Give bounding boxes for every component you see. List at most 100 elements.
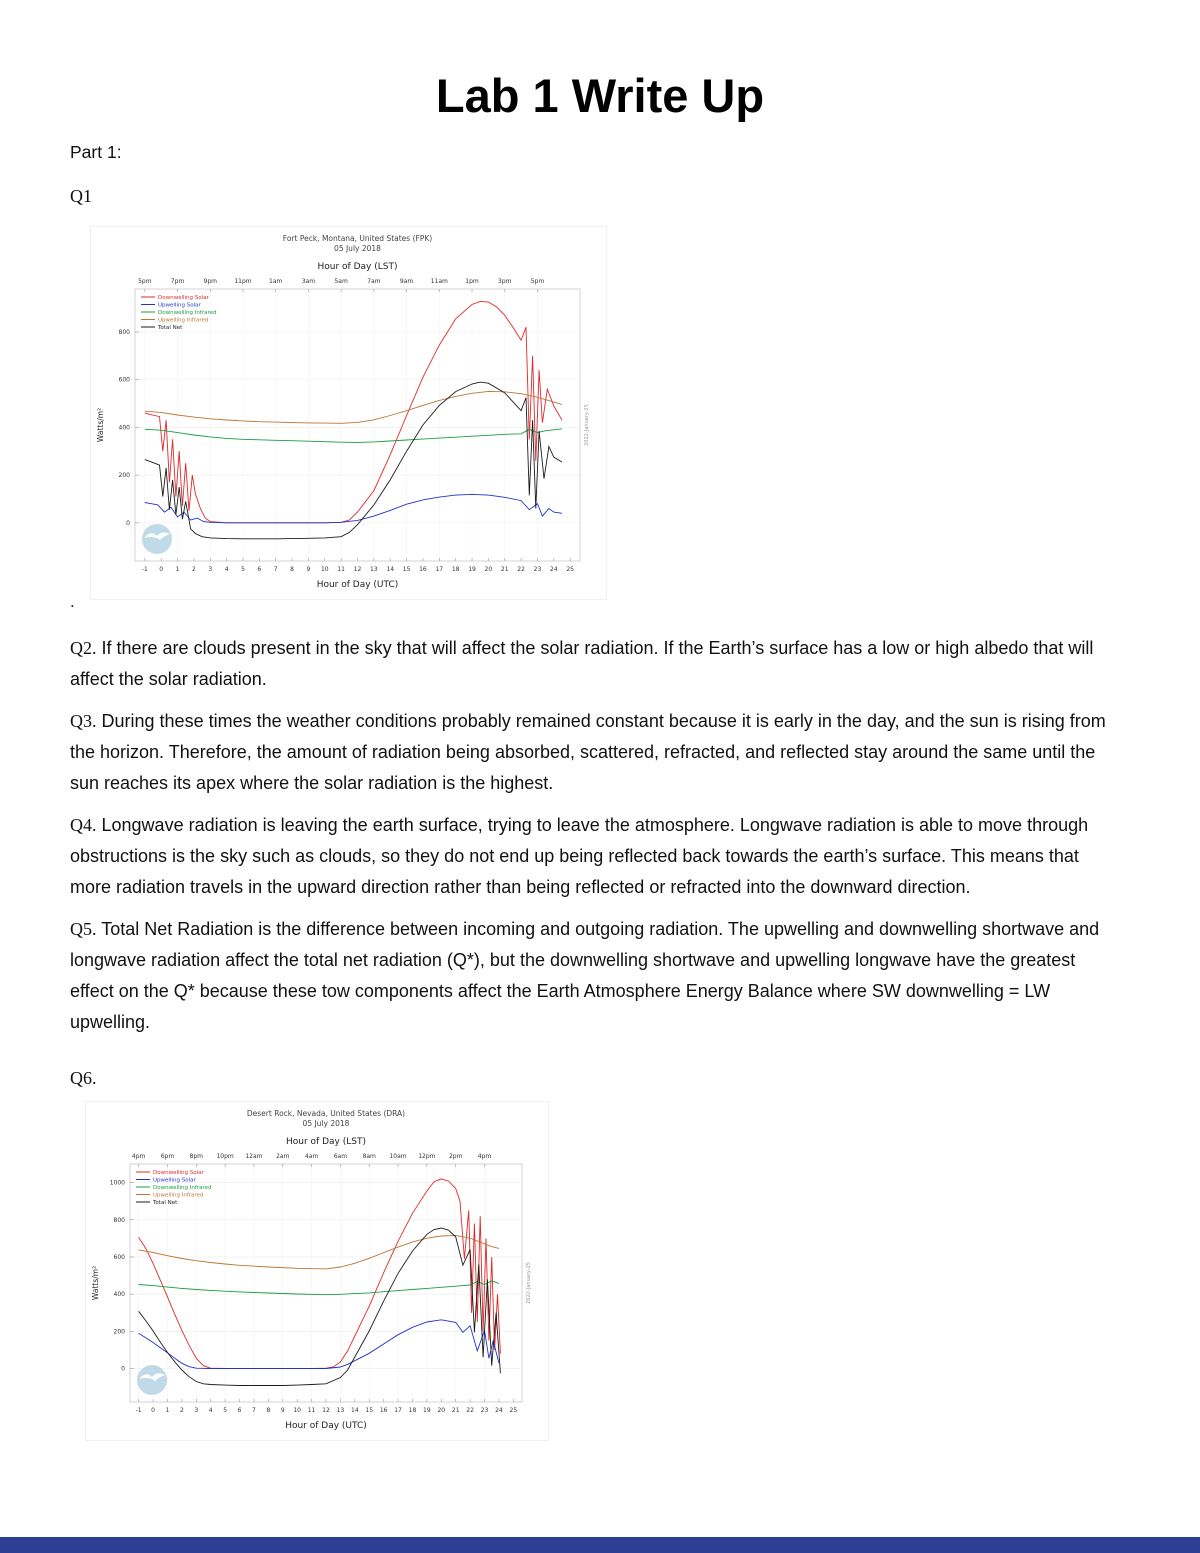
svg-text:Desert Rock, Nevada, United St: Desert Rock, Nevada, United States (DRA) bbox=[247, 1109, 405, 1118]
svg-text:16: 16 bbox=[419, 566, 427, 573]
q2-text: If there are clouds present in the sky t… bbox=[70, 638, 1094, 689]
noaa-logo-watermark bbox=[137, 1365, 167, 1395]
svg-text:17: 17 bbox=[435, 566, 443, 573]
paragraph-q5: Q5. Total Net Radiation is the differenc… bbox=[70, 914, 1116, 1038]
svg-text:-1: -1 bbox=[142, 566, 148, 573]
svg-text:3am: 3am bbox=[302, 278, 315, 285]
svg-text:400: 400 bbox=[114, 1291, 126, 1298]
q3-label: Q3. bbox=[70, 711, 97, 731]
svg-text:Total Net: Total Net bbox=[157, 325, 183, 331]
svg-text:8pm: 8pm bbox=[190, 1153, 204, 1160]
svg-text:5: 5 bbox=[241, 566, 245, 573]
q6-label: Q6. bbox=[70, 1068, 97, 1088]
svg-text:9: 9 bbox=[281, 1407, 285, 1414]
svg-text:9pm: 9pm bbox=[204, 278, 218, 285]
svg-text:25: 25 bbox=[510, 1407, 518, 1414]
svg-text:Hour of Day (LST): Hour of Day (LST) bbox=[318, 262, 398, 272]
svg-text:21: 21 bbox=[501, 566, 509, 573]
stray-period: . bbox=[70, 592, 75, 611]
svg-text:12: 12 bbox=[354, 566, 362, 573]
part-label: Part 1: bbox=[70, 142, 122, 162]
svg-text:4: 4 bbox=[225, 566, 229, 573]
svg-text:13: 13 bbox=[370, 566, 378, 573]
svg-text:2pm: 2pm bbox=[449, 1153, 463, 1160]
paragraph-q2: Q2. If there are clouds present in the s… bbox=[70, 633, 1116, 695]
svg-text:800: 800 bbox=[119, 329, 131, 336]
chart-desert-rock: Desert Rock, Nevada, United States (DRA)… bbox=[86, 1102, 548, 1440]
svg-text:1pm: 1pm bbox=[465, 278, 479, 285]
svg-text:0: 0 bbox=[126, 520, 130, 527]
series-downwelling-infrared bbox=[144, 428, 563, 443]
svg-text:23: 23 bbox=[481, 1407, 489, 1414]
svg-text:0: 0 bbox=[151, 1407, 155, 1414]
svg-text:1: 1 bbox=[176, 566, 180, 573]
svg-text:8: 8 bbox=[290, 566, 294, 573]
svg-text:800: 800 bbox=[114, 1217, 126, 1224]
svg-text:4: 4 bbox=[209, 1407, 213, 1414]
svg-text:10: 10 bbox=[321, 566, 329, 573]
plot-area bbox=[129, 1163, 523, 1403]
svg-text:13: 13 bbox=[337, 1407, 345, 1414]
svg-text:2am: 2am bbox=[276, 1153, 289, 1160]
svg-text:Watts/m²: Watts/m² bbox=[96, 408, 105, 442]
page-edge-bar bbox=[0, 1537, 1200, 1553]
svg-text:16: 16 bbox=[380, 1407, 388, 1414]
svg-text:Downwelling Solar: Downwelling Solar bbox=[153, 1170, 205, 1176]
paragraph-q4: Q4. Longwave radiation is leaving the ea… bbox=[70, 810, 1116, 903]
svg-text:2: 2 bbox=[180, 1407, 184, 1414]
svg-text:Watts/m²: Watts/m² bbox=[91, 1266, 100, 1300]
svg-text:Hour of Day (UTC): Hour of Day (UTC) bbox=[317, 580, 399, 590]
svg-text:600: 600 bbox=[119, 377, 131, 384]
svg-text:0: 0 bbox=[159, 566, 163, 573]
svg-text:11: 11 bbox=[308, 1407, 316, 1414]
q4-label: Q4. bbox=[70, 815, 97, 835]
svg-text:5pm: 5pm bbox=[531, 278, 545, 285]
series-total-net bbox=[144, 381, 563, 540]
svg-text:Upwelling Infrared: Upwelling Infrared bbox=[158, 318, 208, 324]
svg-text:10am: 10am bbox=[389, 1153, 406, 1160]
svg-text:7: 7 bbox=[252, 1407, 256, 1414]
q4-text: Longwave radiation is leaving the earth … bbox=[70, 815, 1089, 897]
svg-text:Downwelling Infrared: Downwelling Infrared bbox=[158, 310, 216, 316]
svg-text:7am: 7am bbox=[367, 278, 380, 285]
svg-text:Downwelling Infrared: Downwelling Infrared bbox=[153, 1185, 211, 1191]
svg-text:3pm: 3pm bbox=[498, 278, 512, 285]
noaa-logo-watermark bbox=[142, 524, 172, 554]
chart-desert-rock-figure: Desert Rock, Nevada, United States (DRA)… bbox=[85, 1101, 549, 1441]
svg-text:22: 22 bbox=[517, 566, 525, 573]
svg-text:Hour of Day (UTC): Hour of Day (UTC) bbox=[285, 1421, 367, 1431]
chart-fort-peck: Fort Peck, Montana, United States (FPK)0… bbox=[91, 227, 606, 599]
svg-text:12am: 12am bbox=[245, 1153, 262, 1160]
svg-text:2022-January-25: 2022-January-25 bbox=[584, 404, 590, 446]
svg-text:400: 400 bbox=[119, 424, 131, 431]
svg-text:7: 7 bbox=[274, 566, 278, 573]
svg-text:4am: 4am bbox=[305, 1153, 318, 1160]
svg-text:17: 17 bbox=[394, 1407, 402, 1414]
svg-text:11am: 11am bbox=[431, 278, 448, 285]
svg-text:18: 18 bbox=[452, 566, 460, 573]
svg-text:6: 6 bbox=[257, 566, 261, 573]
svg-text:Hour of Day (LST): Hour of Day (LST) bbox=[286, 1137, 366, 1147]
svg-text:14: 14 bbox=[351, 1407, 359, 1414]
plot-area bbox=[134, 288, 581, 562]
q3-text: During these times the weather condition… bbox=[70, 711, 1106, 793]
chart-fort-peck-figure: Fort Peck, Montana, United States (FPK) 0… bbox=[90, 226, 607, 600]
svg-text:600: 600 bbox=[114, 1254, 126, 1261]
q5-label: Q5. bbox=[70, 919, 97, 939]
q1-label: Q1 bbox=[70, 186, 92, 206]
svg-text:2: 2 bbox=[192, 566, 196, 573]
svg-text:Downwelling Solar: Downwelling Solar bbox=[158, 295, 210, 301]
svg-text:-1: -1 bbox=[136, 1407, 142, 1414]
svg-text:3: 3 bbox=[194, 1407, 198, 1414]
svg-text:2022-January-25: 2022-January-25 bbox=[526, 1262, 532, 1304]
svg-text:22: 22 bbox=[466, 1407, 474, 1414]
svg-text:05 July 2018: 05 July 2018 bbox=[303, 1119, 350, 1128]
svg-text:24: 24 bbox=[495, 1407, 503, 1414]
svg-text:200: 200 bbox=[119, 472, 131, 479]
svg-text:21: 21 bbox=[452, 1407, 460, 1414]
svg-text:Total Net: Total Net bbox=[152, 1200, 178, 1206]
svg-text:0: 0 bbox=[121, 1366, 125, 1373]
svg-text:8: 8 bbox=[266, 1407, 270, 1414]
svg-text:05 July 2018: 05 July 2018 bbox=[334, 244, 381, 253]
svg-text:15: 15 bbox=[365, 1407, 373, 1414]
